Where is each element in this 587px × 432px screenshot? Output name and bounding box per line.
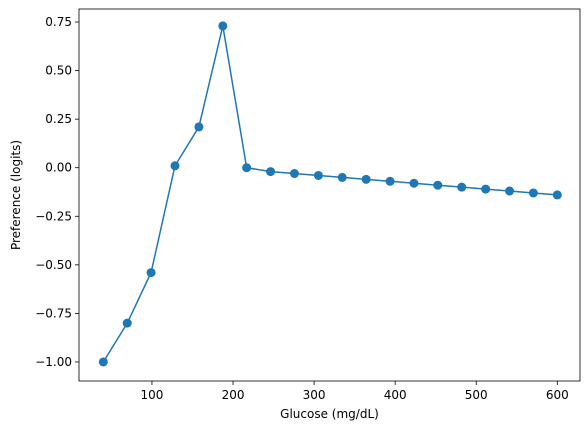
y-tick-label: −1.00 [35, 355, 72, 369]
x-tick-label: 200 [222, 388, 245, 402]
marker [337, 172, 347, 182]
y-tick-label: 0.00 [45, 161, 72, 175]
y-axis-label: Preference (logits) [9, 140, 23, 250]
x-tick-label: 300 [303, 388, 326, 402]
plot-frame [78, 8, 581, 382]
y-tick-label: 0.25 [45, 112, 72, 126]
marker [146, 268, 156, 278]
y-tick-label: 0.75 [45, 15, 72, 29]
marker [481, 184, 491, 194]
marker [385, 176, 395, 186]
y-tick-label: −0.50 [35, 258, 72, 272]
marker [528, 188, 538, 198]
marker [457, 182, 467, 192]
marker [122, 318, 132, 328]
marker [170, 161, 180, 171]
y-tick-label: −0.75 [35, 306, 72, 320]
x-tick-label: 600 [546, 388, 569, 402]
marker [552, 190, 562, 200]
y-tick-label: −0.25 [35, 209, 72, 223]
marker [289, 169, 299, 179]
marker [505, 186, 515, 196]
x-axis-label: Glucose (mg/dL) [280, 407, 379, 421]
marker [433, 180, 443, 190]
marker [266, 167, 276, 177]
marker [98, 357, 108, 367]
marker [409, 178, 419, 188]
marker [194, 122, 204, 132]
y-tick-label: 0.50 [45, 64, 72, 78]
x-tick-label: 400 [384, 388, 407, 402]
marker [313, 170, 323, 180]
marker [361, 174, 371, 184]
line [102, 25, 558, 363]
marker [218, 21, 228, 31]
x-tick-label: 500 [465, 388, 488, 402]
x-tick-label: 100 [141, 388, 164, 402]
marker [242, 163, 252, 173]
